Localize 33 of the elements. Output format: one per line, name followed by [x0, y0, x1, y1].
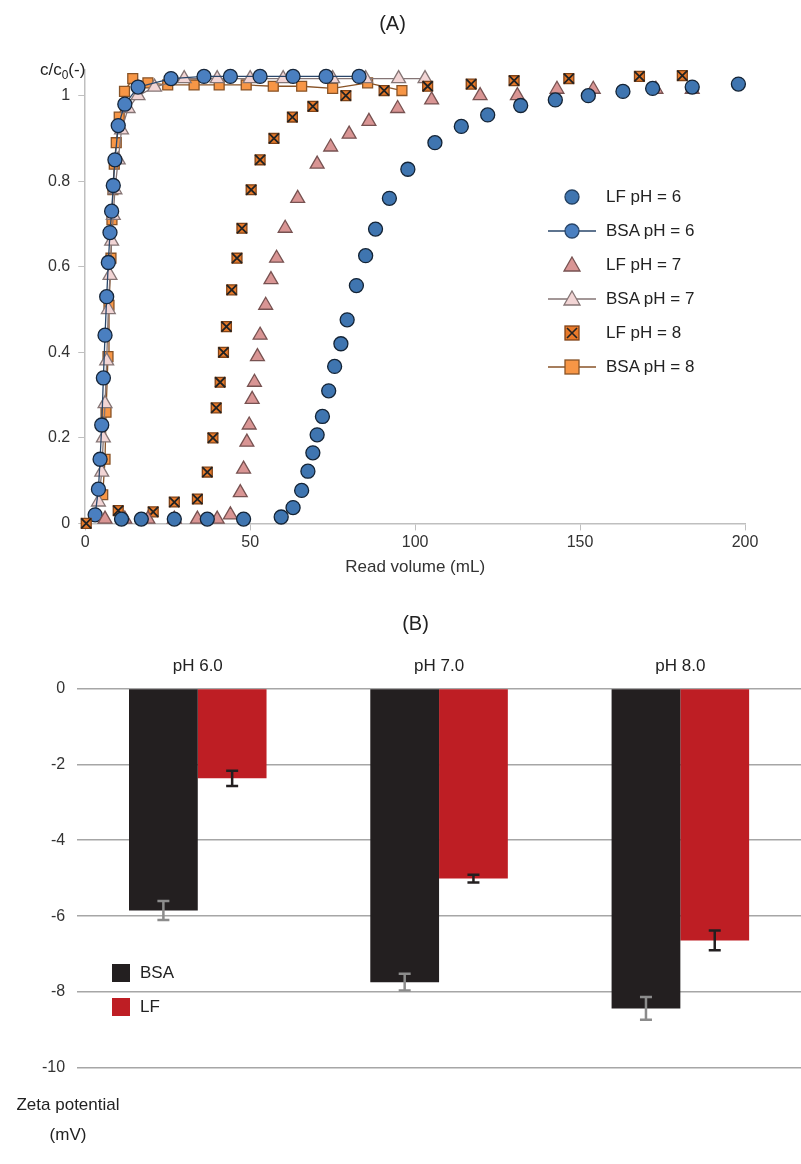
- chart-title: (A): [379, 11, 406, 34]
- y-tick-label: 0.4: [47, 342, 71, 360]
- y-tick-label: 0: [56, 678, 66, 696]
- x-tick-label: pH 6.0: [172, 655, 223, 675]
- x-tick-label: 50: [241, 533, 260, 551]
- legend-label: BSA pH = 8: [606, 357, 695, 377]
- y-tick-label: 0.6: [47, 257, 71, 275]
- x-tick-label: 0: [80, 533, 90, 551]
- y-tick-label: -2: [50, 754, 66, 772]
- legend-label: BSA pH = 6: [606, 221, 695, 241]
- y-axis-title: c/c$_{0}$(-): [40, 60, 86, 83]
- legend-label: LF pH = 6: [606, 187, 682, 207]
- y-tick-label: 0.8: [47, 171, 71, 189]
- legend-label: BSA pH = 7: [606, 289, 695, 309]
- legend-label: LF: [140, 997, 160, 1017]
- y-tick-label: 0: [61, 513, 71, 531]
- legend-label: LF pH = 8: [606, 323, 682, 343]
- chart-title: (B): [402, 611, 429, 634]
- x-tick-label: 200: [731, 533, 759, 551]
- x-axis-title: Read volume (mL): [345, 557, 486, 577]
- y-tick-label: 1: [61, 86, 71, 104]
- y-tick-label: -6: [50, 906, 66, 924]
- y-tick-label: -4: [50, 830, 66, 848]
- y-tick-label: -10: [42, 1058, 66, 1076]
- legend-label: LF pH = 7: [606, 255, 682, 275]
- y-tick-label: 0.2: [47, 428, 71, 446]
- x-tick-label: pH 7.0: [414, 655, 465, 675]
- y-axis-title: Zeta potential (mV): [15, 1094, 121, 1146]
- legend-label: BSA: [140, 963, 175, 983]
- x-tick-label: 100: [401, 533, 429, 551]
- x-tick-label: 150: [566, 533, 594, 551]
- y-tick-label: -8: [50, 982, 66, 1000]
- x-tick-label: pH 8.0: [655, 655, 706, 675]
